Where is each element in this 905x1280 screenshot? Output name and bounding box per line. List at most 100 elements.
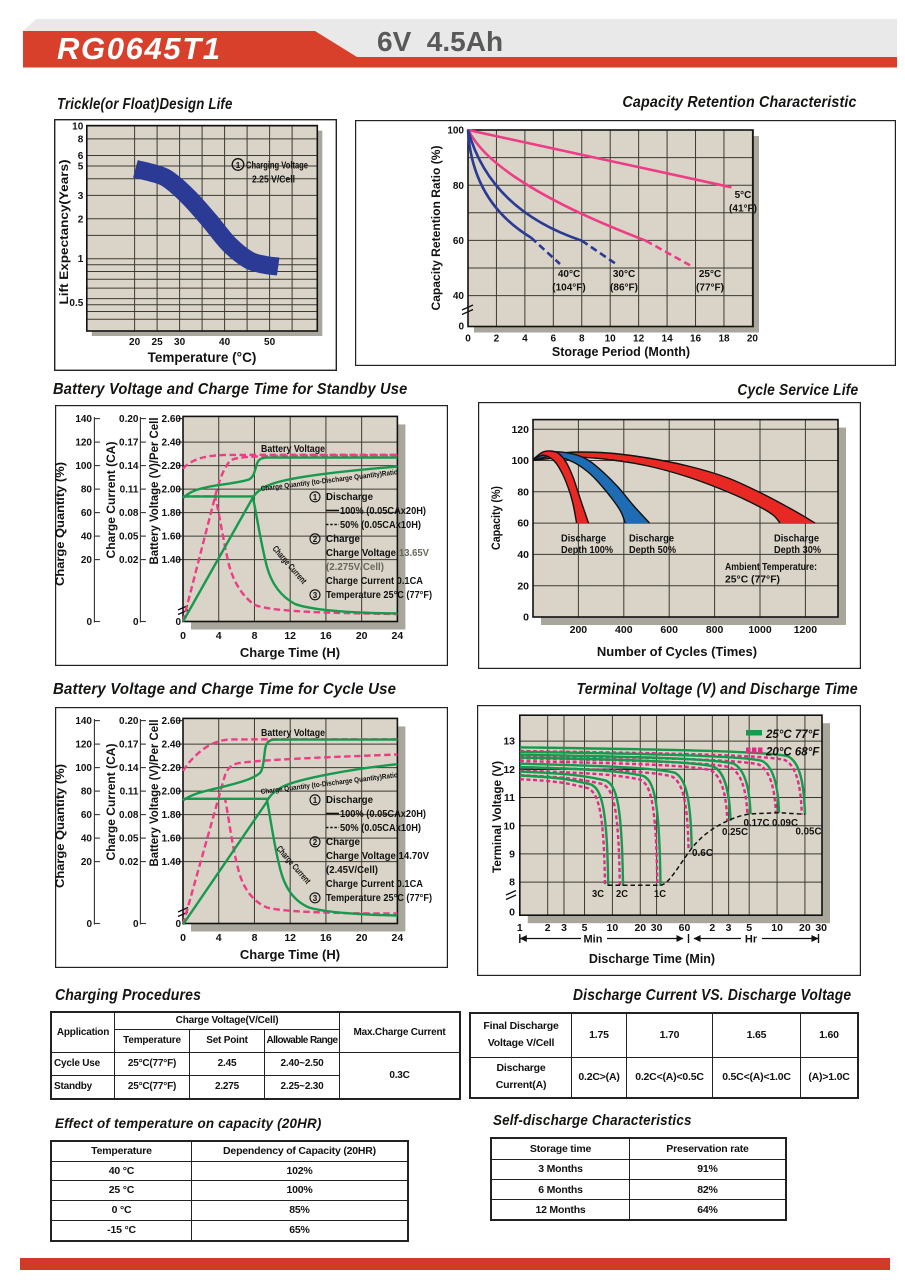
svg-text:1.40: 1.40 <box>162 555 182 566</box>
svg-text:10: 10 <box>607 922 619 934</box>
svg-text:5°C: 5°C <box>735 190 752 201</box>
svg-text:Discharge: Discharge <box>326 795 374 806</box>
svg-text:11: 11 <box>504 792 515 804</box>
svg-text:100: 100 <box>75 461 92 472</box>
svg-text:20: 20 <box>799 922 811 934</box>
svg-text:Battery Voltage: Battery Voltage <box>261 728 325 739</box>
svg-text:1.80: 1.80 <box>162 508 182 519</box>
svg-text:100% (0.05CAx20H): 100% (0.05CAx20H) <box>340 809 426 820</box>
svg-text:20°C 68°F: 20°C 68°F <box>765 747 820 759</box>
svg-text:0.25C: 0.25C <box>722 827 748 838</box>
svg-text:1200: 1200 <box>794 624 818 636</box>
svg-text:0.11: 0.11 <box>120 787 139 798</box>
svg-text:0: 0 <box>509 907 515 919</box>
svg-text:Charge Current (CA): Charge Current (CA) <box>106 743 118 860</box>
svg-text:12: 12 <box>284 630 296 642</box>
svg-text:10: 10 <box>771 922 783 934</box>
svg-text:40: 40 <box>453 291 465 302</box>
svg-text:5: 5 <box>78 161 84 172</box>
svg-text:16: 16 <box>690 334 702 345</box>
svg-text:13.65V: 13.65V <box>399 548 429 559</box>
svg-text:Charge Time (H): Charge Time (H) <box>240 645 340 660</box>
svg-text:Battery Voltage (V)/Per Cell: Battery Voltage (V)/Per Cell <box>149 418 161 565</box>
svg-text:80: 80 <box>453 181 465 192</box>
svg-text:0.08: 0.08 <box>119 508 139 519</box>
svg-text:100% (0.05CAx20H): 100% (0.05CAx20H) <box>340 506 426 517</box>
svg-text:0.05C: 0.05C <box>796 827 822 838</box>
svg-text:Min: Min <box>584 934 603 946</box>
svg-text:20: 20 <box>129 337 141 348</box>
svg-text:80: 80 <box>517 486 529 498</box>
svg-text:Lift Expectancy(Years): Lift Expectancy(Years) <box>59 159 71 304</box>
svg-text:0.17C: 0.17C <box>744 818 770 829</box>
svg-text:30: 30 <box>651 922 663 934</box>
svg-text:0.09C: 0.09C <box>772 818 798 829</box>
svg-text:0: 0 <box>458 322 464 333</box>
svg-text:600: 600 <box>660 624 678 636</box>
svg-text:120: 120 <box>511 424 529 436</box>
svg-text:Battery Voltage: Battery Voltage <box>261 444 325 455</box>
svg-text:8: 8 <box>252 630 258 642</box>
svg-text:Charge: Charge <box>326 837 361 848</box>
svg-text:0: 0 <box>175 919 181 930</box>
svg-text:0.02: 0.02 <box>119 857 139 868</box>
svg-text:(86°F): (86°F) <box>610 283 638 294</box>
svg-text:5: 5 <box>746 922 752 934</box>
svg-text:12: 12 <box>284 932 296 944</box>
svg-text:60: 60 <box>81 508 93 519</box>
svg-text:1C: 1C <box>654 889 666 900</box>
svg-text:12: 12 <box>633 334 645 345</box>
svg-text:30°C: 30°C <box>613 269 635 280</box>
svg-text:80: 80 <box>81 485 93 496</box>
svg-text:0: 0 <box>523 612 529 624</box>
svg-text:2.25 V/Cell: 2.25 V/Cell <box>252 175 295 186</box>
svg-text:6: 6 <box>78 151 84 162</box>
svg-text:0: 0 <box>465 334 471 345</box>
svg-text:12: 12 <box>503 764 515 776</box>
svg-text:3: 3 <box>78 191 84 202</box>
svg-text:1.80: 1.80 <box>162 810 182 821</box>
svg-text:0.14: 0.14 <box>119 461 139 472</box>
svg-text:Discharge: Discharge <box>561 534 606 545</box>
svg-text:2: 2 <box>313 838 318 847</box>
svg-text:Hr: Hr <box>745 934 758 946</box>
svg-text:0: 0 <box>86 919 92 930</box>
svg-text:10: 10 <box>72 122 84 133</box>
svg-text:60: 60 <box>517 518 529 530</box>
svg-text:0.05: 0.05 <box>119 532 139 543</box>
svg-text:0.20: 0.20 <box>119 414 139 425</box>
svg-text:120: 120 <box>75 438 92 449</box>
svg-text:50% (0.05CAx10H): 50% (0.05CAx10H) <box>340 520 421 531</box>
svg-text:0.6C: 0.6C <box>692 848 713 859</box>
svg-text:4: 4 <box>216 932 222 944</box>
svg-text:Temperature (°C): Temperature (°C) <box>148 350 257 365</box>
svg-text:9: 9 <box>509 849 515 861</box>
svg-text:10: 10 <box>503 820 515 832</box>
svg-text:20: 20 <box>81 555 93 566</box>
svg-text:Charge Current 0.1CA: Charge Current 0.1CA <box>326 879 423 890</box>
svg-text:0: 0 <box>133 617 139 628</box>
svg-text:20: 20 <box>356 932 368 944</box>
svg-text:0.20: 0.20 <box>119 716 139 727</box>
svg-text:3: 3 <box>726 922 732 934</box>
svg-text:RG0645T1: RG0645T1 <box>57 31 220 66</box>
svg-text:40: 40 <box>81 532 93 543</box>
svg-text:3C: 3C <box>592 889 604 900</box>
svg-text:1.60: 1.60 <box>162 532 182 543</box>
svg-text:2: 2 <box>494 334 500 345</box>
svg-text:40°C: 40°C <box>558 269 580 280</box>
svg-text:0.14: 0.14 <box>119 763 139 774</box>
svg-text:10: 10 <box>605 334 617 345</box>
svg-text:2.00: 2.00 <box>162 485 182 496</box>
svg-text:100: 100 <box>511 455 529 467</box>
svg-text:Capacity (%): Capacity (%) <box>491 486 503 550</box>
svg-text:8: 8 <box>252 932 258 944</box>
svg-text:30: 30 <box>815 922 827 934</box>
svg-text:25°C 77°F: 25°C 77°F <box>765 729 820 741</box>
svg-text:2.40: 2.40 <box>162 740 182 751</box>
svg-text:Discharge: Discharge <box>774 534 819 545</box>
svg-text:0.17: 0.17 <box>119 438 139 449</box>
svg-text:2.20: 2.20 <box>162 763 182 774</box>
svg-text:(104°F): (104°F) <box>552 283 585 294</box>
svg-text:0: 0 <box>86 617 92 628</box>
